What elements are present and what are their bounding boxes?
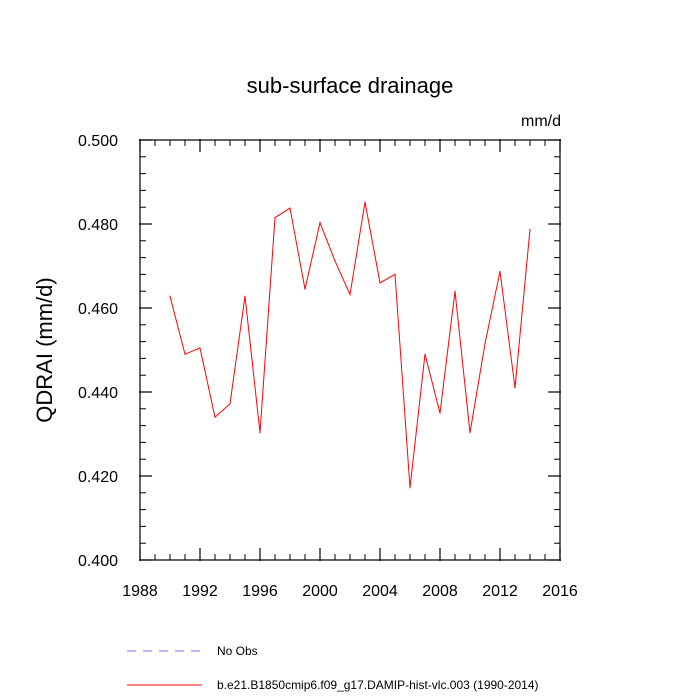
data-point-1991 — [184, 353, 186, 355]
y-tick-label: 0.440 — [78, 385, 118, 402]
data-point-2011 — [484, 343, 486, 345]
data-point-1997 — [274, 217, 276, 219]
y-tick-labels: 0.400 0.420 0.440 0.460 0.480 0.500 — [78, 133, 118, 570]
data-point-2002 — [349, 293, 351, 296]
data-point-2010 — [469, 432, 471, 434]
data-point-2008 — [439, 412, 441, 414]
data-point-1992 — [199, 347, 201, 349]
chart-title: sub-surface drainage — [247, 73, 454, 98]
data-point-1990 — [169, 295, 171, 297]
x-tick-label: 2004 — [362, 583, 398, 600]
data-point-1999 — [304, 288, 306, 290]
data-point-2014 — [529, 228, 531, 231]
y-axis-label: QDRAI (mm/d) — [32, 277, 57, 422]
x-tick-label: 2008 — [422, 583, 458, 600]
data-point-1994 — [229, 403, 231, 405]
x-tick-label: 2012 — [482, 583, 518, 600]
series-group — [169, 201, 531, 489]
plot-frame — [139, 139, 561, 561]
data-point-2012 — [499, 270, 501, 273]
data-point-1995 — [244, 295, 246, 297]
data-point-2001 — [334, 260, 336, 262]
x-tick-label: 2000 — [302, 583, 338, 600]
legend-label-model: b.e21.B1850cmip6.f09_g17.DAMIP-hist-vlc.… — [217, 678, 539, 692]
series-line — [169, 202, 531, 488]
x-tick-label: 1992 — [182, 583, 218, 600]
data-point-2007 — [424, 353, 426, 355]
data-point-2013 — [514, 387, 516, 389]
x-tick-label: 1988 — [122, 583, 158, 600]
data-point-1993 — [214, 416, 216, 418]
data-point-2006 — [409, 487, 411, 489]
y-tick-label: 0.480 — [78, 217, 118, 234]
data-point-1998 — [289, 207, 291, 209]
units-label: mm/d — [521, 113, 561, 130]
data-point-2005 — [394, 273, 396, 275]
legend: No Obs b.e21.B1850cmip6.f09_g17.DAMIP-hi… — [127, 644, 539, 692]
legend-label-no-obs: No Obs — [217, 644, 258, 658]
x-tick-labels: 1988 1992 1996 2000 2004 2008 2012 2016 — [122, 583, 578, 600]
x-tick-label: 2016 — [542, 583, 578, 600]
y-tick-label: 0.500 — [78, 133, 118, 150]
y-tick-label: 0.400 — [78, 553, 118, 570]
data-point-2000 — [319, 222, 321, 224]
data-point-2004 — [379, 282, 381, 284]
axis-ticks — [139, 139, 561, 561]
data-point-1996 — [259, 432, 261, 434]
y-tick-label: 0.460 — [78, 301, 118, 318]
data-point-2003 — [364, 201, 366, 203]
y-tick-label: 0.420 — [78, 469, 118, 486]
data-point-2009 — [454, 290, 456, 292]
x-tick-label: 1996 — [242, 583, 278, 600]
